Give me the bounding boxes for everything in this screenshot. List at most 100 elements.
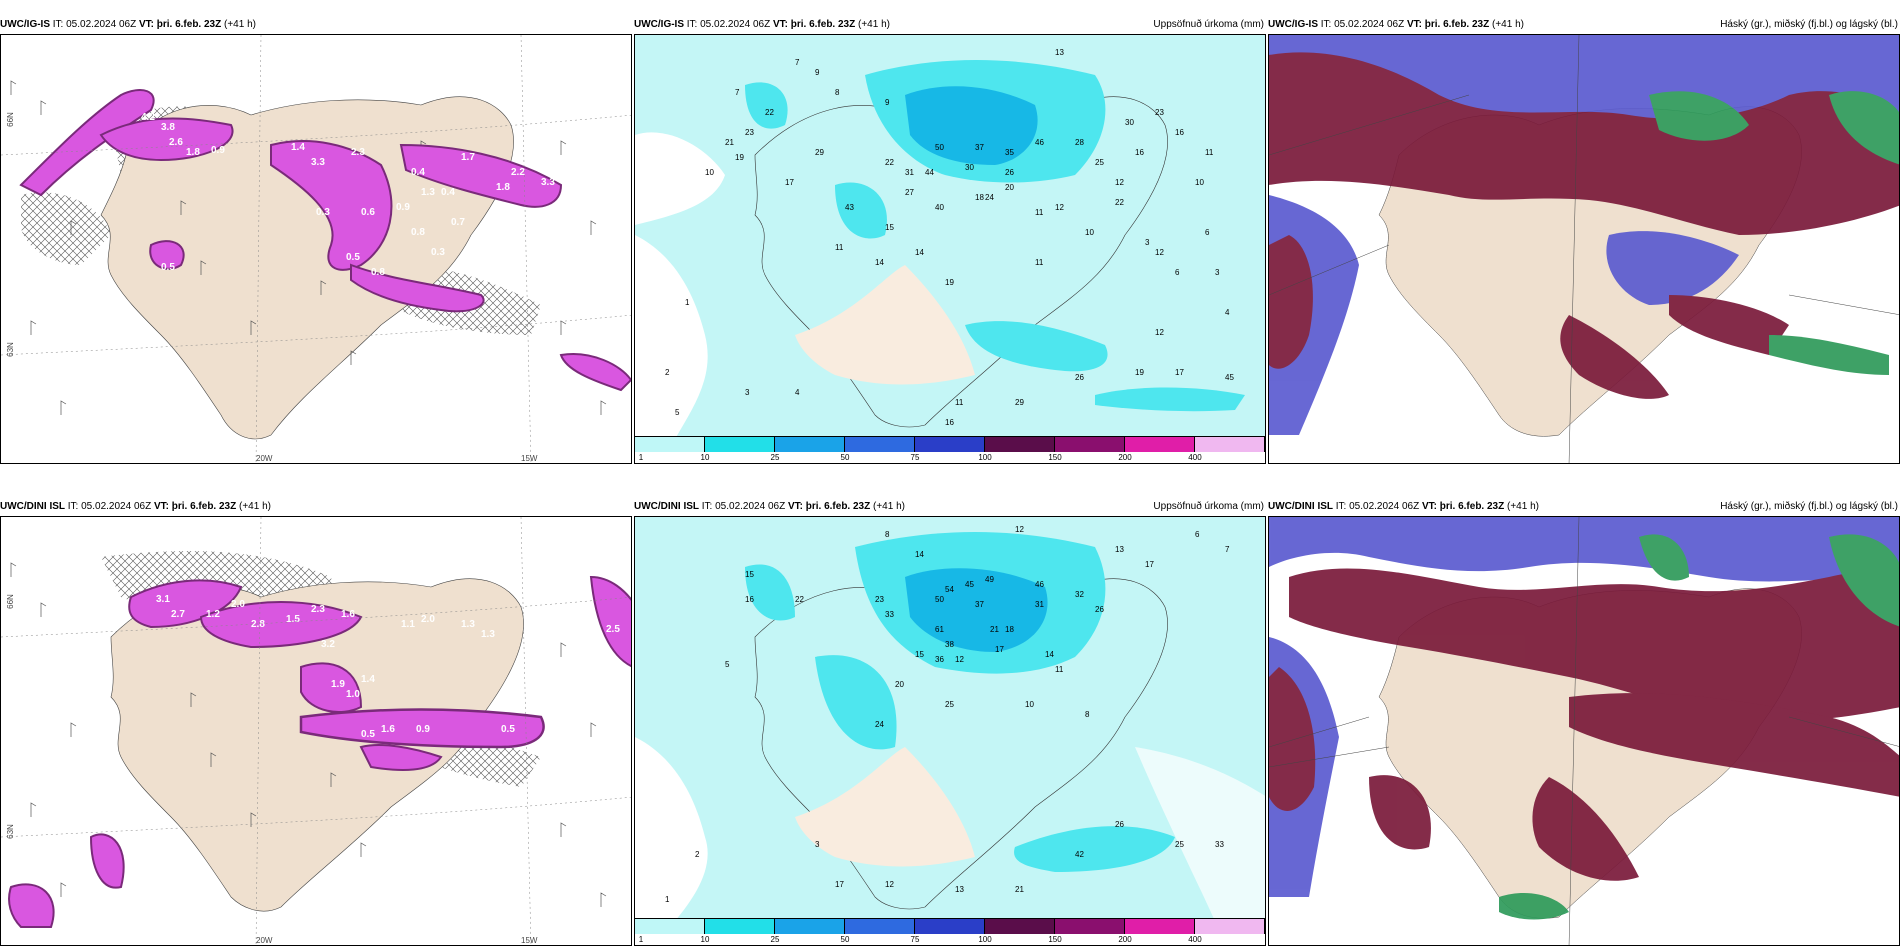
svg-text:0.5: 0.5: [361, 729, 375, 740]
wind-barbs: [10, 562, 607, 907]
panel-header: UWC/IG-IS IT: 05.02.2024 06Z VT: þri. 6.…: [0, 17, 632, 33]
svg-text:28: 28: [1075, 138, 1084, 147]
svg-text:2.3: 2.3: [311, 604, 325, 615]
legend-tick-label: 10: [700, 453, 710, 462]
icing-value-labels: 3.1 2.7 2.0 1.2 2.8 1.5 2.3 1.6 3.2 1.3 …: [156, 589, 620, 740]
legend-tick-label: 75: [910, 453, 920, 462]
svg-text:4: 4: [795, 388, 800, 397]
it-label: IT:: [1335, 501, 1347, 512]
model-name: UWC/IG-IS: [634, 19, 684, 30]
svg-text:30: 30: [1125, 118, 1134, 127]
svg-text:0.3: 0.3: [316, 207, 330, 218]
map-grid: [1269, 517, 1899, 945]
legend-tick-label: 150: [1048, 453, 1062, 462]
it-value: 05.02.2024 06Z: [715, 501, 786, 512]
svg-text:32: 32: [1075, 590, 1084, 599]
cloud-areas: [1269, 35, 1899, 435]
legend-swatches: [635, 919, 1265, 934]
svg-text:26: 26: [1005, 168, 1014, 177]
svg-text:5: 5: [725, 660, 730, 669]
precip-value-labels: 7 9 8 9 13 22 7 23 21 19 29 10 17 22 31 …: [665, 48, 1234, 427]
icing-map[interactable]: 4.2 3.8 2.6 1.8 0.9 1.4 3.3 2.3 1.7 0.4 …: [0, 34, 632, 464]
lon-label: 15W: [521, 454, 538, 463]
legend-tick-label: 25: [770, 935, 780, 944]
lead-time: (+41 h): [1492, 19, 1524, 30]
svg-text:1.4: 1.4: [361, 674, 375, 685]
legend-swatch: [915, 919, 985, 934]
svg-text:1.9: 1.9: [331, 679, 345, 690]
icing-areas: [8, 575, 631, 928]
legend-tick-label: 50: [840, 935, 850, 944]
svg-text:12: 12: [885, 880, 894, 889]
legend-swatch: [915, 437, 985, 452]
legend-tick-label: 1: [638, 935, 644, 944]
svg-text:42: 42: [1075, 850, 1084, 859]
legend-swatch: [1195, 919, 1265, 934]
svg-text:4: 4: [1225, 308, 1230, 317]
svg-text:13: 13: [1115, 545, 1124, 554]
svg-text:1: 1: [685, 298, 690, 307]
it-label: IT:: [686, 19, 698, 30]
precip-map[interactable]: 8 6 7 12 14 13 17 15 22 16 23 33 50 54 4…: [634, 516, 1266, 946]
legend-swatch: [775, 919, 845, 934]
svg-text:0.3: 0.3: [576, 589, 590, 600]
svg-text:10: 10: [1025, 700, 1034, 709]
legend-labels: 1 10 25 50 75 100 150 200 400: [635, 934, 1265, 945]
panel-dini-clouds: UWC/DINI ISL IT: 05.02.2024 06Z VT: þri.…: [1268, 501, 1900, 946]
cloud-map[interactable]: [1268, 34, 1900, 464]
svg-text:36: 36: [935, 655, 944, 664]
svg-text:14: 14: [875, 258, 884, 267]
graticule: [1, 517, 631, 945]
lon-label: 15W: [521, 936, 538, 945]
icing-areas: [19, 89, 631, 392]
svg-text:0.4: 0.4: [411, 167, 425, 178]
svg-text:61: 61: [935, 625, 944, 634]
icing-map-svg: 4.2 3.8 2.6 1.8 0.9 1.4 3.3 2.3 1.7 0.4 …: [1, 35, 631, 463]
svg-text:0.4: 0.4: [441, 187, 455, 198]
svg-text:24: 24: [985, 193, 994, 202]
precip-map[interactable]: 7 9 8 9 13 22 7 23 21 19 29 10 17 22 31 …: [634, 34, 1266, 464]
legend-swatch: [635, 437, 705, 452]
svg-text:8: 8: [885, 530, 890, 539]
precip-areas: [745, 532, 1175, 872]
panel-header: UWC/IG-IS IT: 05.02.2024 06Z VT: þri. 6.…: [1268, 17, 1900, 33]
legend-tick-label: 1: [638, 453, 644, 462]
lat-label: 66N: [5, 112, 15, 127]
legend-swatch: [985, 919, 1055, 934]
legend-tick-label: 400: [1188, 935, 1202, 944]
svg-text:7: 7: [735, 88, 740, 97]
icing-map[interactable]: 3.1 2.7 2.0 1.2 2.8 1.5 2.3 1.6 3.2 1.3 …: [0, 516, 632, 946]
map-title: Uppsöfnuð úrkoma (mm): [1153, 501, 1264, 512]
legend-tick-label: 400: [1188, 453, 1202, 462]
panel-header: UWC/IG-IS IT: 05.02.2024 06Z VT: þri. 6.…: [634, 17, 1266, 33]
svg-text:3.1: 3.1: [156, 594, 170, 605]
vt-value: þri. 6.feb. 23Z: [171, 501, 237, 512]
svg-text:50: 50: [935, 143, 944, 152]
svg-text:16: 16: [745, 595, 754, 604]
icing-map-svg: 3.1 2.7 2.0 1.2 2.8 1.5 2.3 1.6 3.2 1.3 …: [1, 517, 631, 945]
model-name: UWC/DINI ISL: [634, 501, 699, 512]
svg-text:9: 9: [815, 68, 820, 77]
legend-swatch: [775, 437, 845, 452]
cloud-areas: [1269, 517, 1899, 920]
svg-text:17: 17: [995, 645, 1004, 654]
svg-text:2.3: 2.3: [351, 147, 365, 158]
svg-text:26: 26: [1075, 373, 1084, 382]
svg-text:12: 12: [1155, 328, 1164, 337]
legend-tick-label: 100: [978, 453, 992, 462]
panel-ig-is-precip: UWC/IG-IS IT: 05.02.2024 06Z VT: þri. 6.…: [634, 19, 1266, 464]
cloud-map[interactable]: [1268, 516, 1900, 946]
legend-tick-label: 100: [978, 935, 992, 944]
panel-header: UWC/DINI ISL IT: 05.02.2024 06Z VT: þri.…: [1268, 499, 1900, 515]
it-label: IT:: [52, 19, 64, 30]
svg-text:3: 3: [1145, 238, 1150, 247]
svg-text:10: 10: [705, 168, 714, 177]
svg-text:6: 6: [1205, 228, 1210, 237]
svg-text:19: 19: [735, 153, 744, 162]
svg-text:1.2: 1.2: [206, 609, 220, 620]
svg-text:43: 43: [845, 203, 854, 212]
map-title: Uppsöfnuð úrkoma (mm): [1153, 19, 1264, 30]
svg-text:2.5: 2.5: [606, 624, 620, 635]
svg-text:0.8: 0.8: [371, 267, 385, 278]
svg-text:14: 14: [915, 248, 924, 257]
